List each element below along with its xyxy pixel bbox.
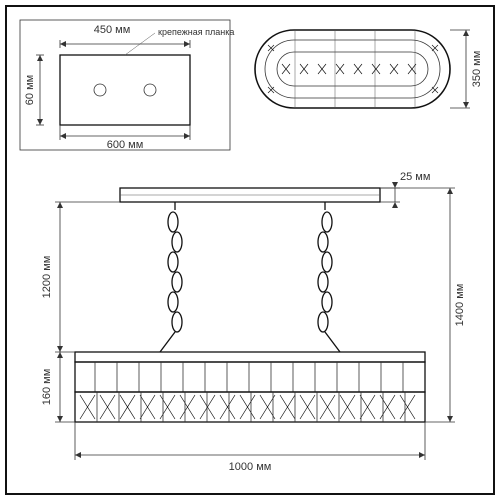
- dim-350: 350 мм: [471, 51, 483, 88]
- dim-600: 600 мм: [107, 139, 144, 151]
- dim-25: 25 мм: [400, 171, 430, 183]
- dim-1000: 1000 мм: [229, 461, 272, 473]
- dim-1400: 1400 мм: [454, 284, 466, 327]
- mounting-plate-panel: крепежная планка 450 мм 600 мм 60 мм: [20, 20, 234, 151]
- dim-60: 60 мм: [24, 75, 36, 105]
- crystal-row: [75, 362, 425, 392]
- drawing-frame: [6, 6, 494, 494]
- dim-1200: 1200 мм: [41, 256, 53, 299]
- pendant-row: [75, 392, 425, 422]
- mounting-plate-label: крепежная планка: [158, 27, 234, 37]
- top-view-panel: 350 мм: [255, 30, 483, 108]
- side-view: 25 мм 1200 мм 160 мм 1400 мм 1000 мм: [41, 171, 466, 473]
- dim-160: 160 мм: [41, 369, 53, 406]
- dim-450: 450 мм: [94, 24, 131, 36]
